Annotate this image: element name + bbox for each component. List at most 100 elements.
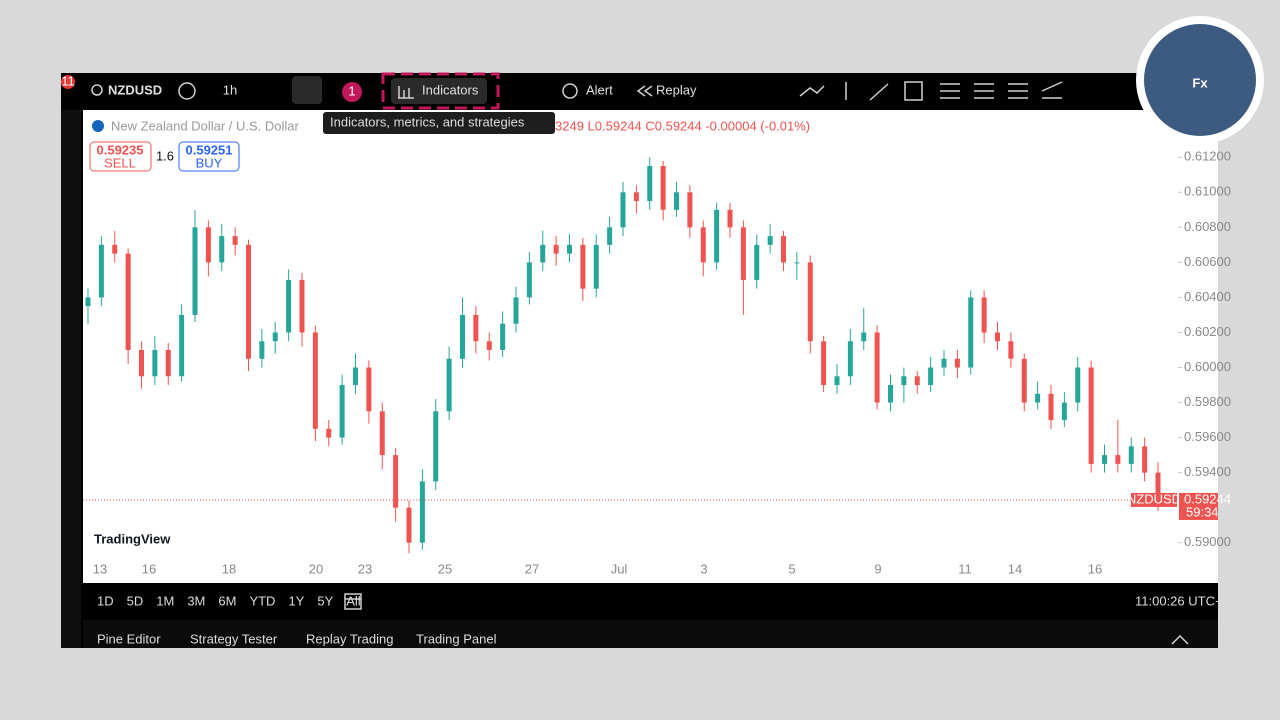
indicators-label[interactable]: Indicators: [422, 82, 479, 97]
candle-body: [553, 244, 559, 254]
flag-icon: [92, 120, 104, 132]
panel-tab[interactable]: Pine Editor: [97, 631, 161, 646]
sell-label[interactable]: SELL: [104, 155, 136, 170]
x-tick-label: 11: [958, 561, 972, 576]
buy-label[interactable]: BUY: [196, 155, 223, 170]
alert[interactable]: Alert: [586, 82, 613, 97]
range-button[interactable]: 1D: [97, 593, 114, 608]
candle-body: [379, 411, 385, 456]
range-button[interactable]: 1Y: [288, 593, 304, 608]
y-tick-label: 0.61000: [1184, 184, 1231, 199]
candle-body: [660, 166, 666, 210]
candle-body: [112, 244, 118, 254]
y-tick-label: 0.59000: [1184, 534, 1231, 549]
bottom-panel: [83, 620, 1218, 648]
candle-body: [1061, 402, 1067, 421]
collapse-icon[interactable]: [1171, 634, 1189, 645]
x-tick-label: 3: [700, 561, 707, 576]
interval[interactable]: 1h: [223, 82, 237, 97]
symbol[interactable]: NZDUSD: [108, 82, 162, 97]
logo-circle: [1144, 24, 1256, 136]
candle-body: [500, 323, 506, 350]
candle-body: [794, 262, 800, 264]
add-symbol[interactable]: [178, 82, 196, 100]
candle-body: [914, 376, 920, 386]
candle-body: [1021, 358, 1027, 403]
buy-button[interactable]: [178, 141, 240, 172]
candle-body: [165, 349, 171, 377]
range-button[interactable]: YTD: [249, 593, 275, 608]
candle-body: [85, 297, 91, 307]
candle-body: [205, 227, 211, 263]
candle-body: [847, 341, 853, 377]
ohlc: 3249 L0.59244 C0.59244 -0.00004 (-0.01%): [555, 118, 810, 133]
x-tick-label: 14: [1008, 561, 1022, 576]
alert-icon[interactable]: [562, 83, 578, 99]
candle-body: [861, 332, 867, 342]
candle-body: [1155, 472, 1161, 501]
candle-body: [700, 227, 706, 263]
indicators-button[interactable]: [391, 78, 487, 104]
sell-button[interactable]: [89, 141, 152, 172]
candle-body: [406, 507, 412, 543]
indicators-icon: [398, 86, 414, 99]
watermark: TradingView: [94, 531, 171, 546]
candle-body: [219, 236, 225, 263]
candle-body: [781, 236, 786, 263]
drawing-tools[interactable]: [799, 81, 1063, 101]
range-button[interactable]: 5D: [127, 593, 144, 608]
candle-body: [246, 244, 251, 359]
candle-body: [232, 236, 238, 245]
y-tick-label: 0.60600: [1184, 254, 1231, 269]
candle-body: [995, 332, 1000, 342]
candle-body: [1128, 446, 1134, 464]
range-button[interactable]: 1M: [156, 593, 174, 608]
replay[interactable]: Replay: [656, 82, 697, 97]
range-button[interactable]: 6M: [218, 593, 236, 608]
range-button[interactable]: 5Y: [317, 593, 333, 608]
symbol-tag: [1131, 492, 1177, 507]
candle-body: [901, 376, 907, 386]
x-tick-label: 27: [525, 561, 539, 576]
candle-body: [259, 341, 265, 359]
candle-body: [821, 341, 827, 386]
candle-body: [888, 385, 893, 403]
buy-price[interactable]: 0.59251: [186, 142, 233, 157]
range-button[interactable]: All: [346, 593, 361, 608]
chart-type[interactable]: [292, 76, 322, 104]
candle-body: [1008, 341, 1014, 359]
x-tick-label: Jul: [611, 561, 628, 576]
candle-body: [473, 314, 479, 342]
y-tick-label: 0.60000: [1184, 359, 1231, 374]
candle-body: [353, 367, 358, 386]
badge: [61, 75, 75, 89]
date-range-icon[interactable]: [344, 593, 362, 610]
panel-tab[interactable]: Strategy Tester: [190, 631, 278, 646]
candle-body: [807, 262, 813, 342]
range-button[interactable]: 3M: [187, 593, 205, 608]
tooltip: Indicators, metrics, and strategies: [330, 114, 525, 129]
price-tag-label: 0.59244: [1184, 491, 1231, 506]
candle-body: [593, 244, 599, 289]
candle-body: [486, 341, 492, 350]
panel-tab[interactable]: Trading Panel: [416, 631, 497, 646]
x-tick-label: 16: [142, 561, 156, 576]
candle-body: [1102, 455, 1107, 464]
candle-body: [954, 358, 960, 368]
countdown: 59:34: [1186, 504, 1219, 519]
candle-body: [393, 455, 399, 508]
candle-body: [1115, 455, 1121, 464]
tooltip-box: [323, 112, 555, 134]
x-tick-label: 13: [93, 561, 107, 576]
x-tick-label: 9: [874, 561, 881, 576]
panel-tab[interactable]: Replay Trading: [306, 631, 393, 646]
candle-body: [1035, 393, 1041, 403]
instrument: New Zealand Dollar / U.S. Dollar: [111, 118, 300, 133]
search-icon[interactable]: [91, 84, 103, 96]
candle-body: [607, 227, 613, 245]
candle-body: [754, 244, 760, 280]
badge-text: 11: [61, 73, 75, 88]
sell-price[interactable]: 0.59235: [97, 142, 144, 157]
